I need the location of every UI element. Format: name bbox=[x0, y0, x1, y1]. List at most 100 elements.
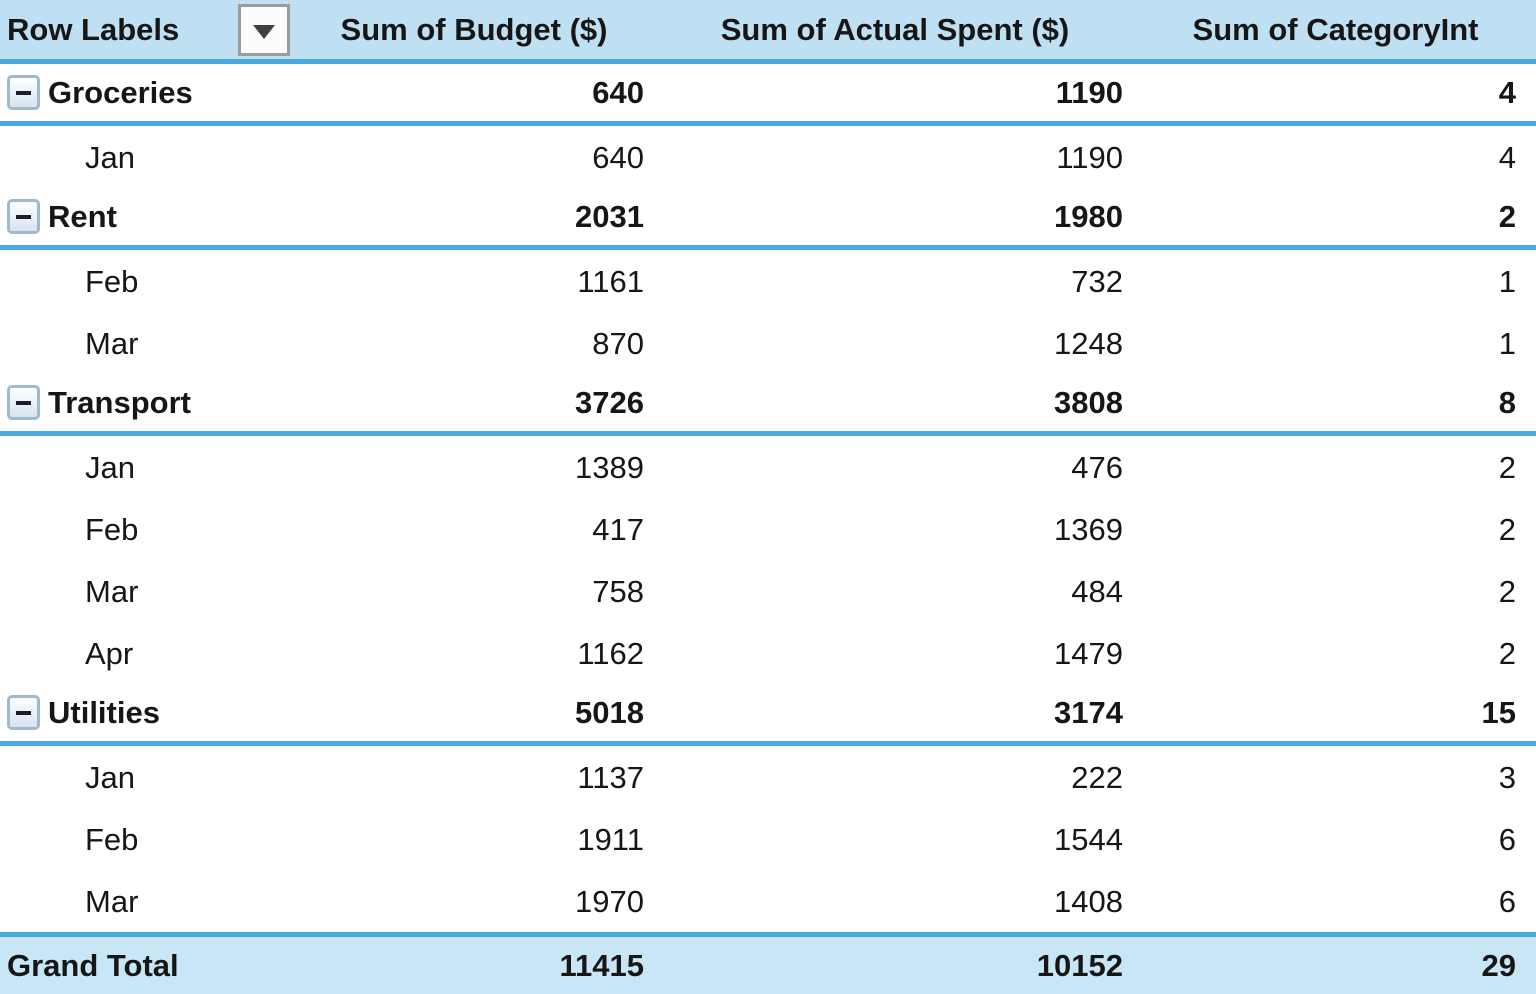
filter-dropdown-icon bbox=[253, 24, 275, 39]
minus-icon bbox=[16, 710, 31, 715]
budget-value-cell[interactable]: 870 bbox=[592, 325, 644, 361]
pivot-header-row: Row Labels Sum of Budget ($) Sum of Actu… bbox=[0, 0, 1536, 64]
categoryint-value-cell[interactable]: 6 bbox=[1498, 821, 1516, 857]
actual-spent-value-cell[interactable]: 3174 bbox=[1054, 695, 1123, 730]
budget-value-cell[interactable]: 640 bbox=[592, 139, 644, 175]
row-label: Groceries bbox=[48, 75, 193, 110]
categoryint-value-cell[interactable]: 2 bbox=[1498, 449, 1516, 485]
row-label: Jan bbox=[85, 449, 135, 485]
minus-icon bbox=[16, 214, 31, 219]
row-label: Grand Total bbox=[7, 948, 179, 983]
budget-header-cell[interactable]: Sum of Budget ($) bbox=[293, 0, 655, 59]
categoryint-header-cell[interactable]: Sum of CategoryInt bbox=[1135, 0, 1536, 59]
budget-value-cell[interactable]: 1389 bbox=[575, 449, 644, 485]
categoryint-value-cell[interactable]: 15 bbox=[1481, 695, 1516, 730]
row-label-cell[interactable]: Apr bbox=[0, 622, 293, 684]
budget-value-cell[interactable]: 1137 bbox=[577, 759, 644, 795]
categoryint-value-cell[interactable]: 2 bbox=[1498, 573, 1516, 609]
budget-value-cell[interactable]: 1161 bbox=[577, 263, 644, 299]
categoryint-value-cell[interactable]: 1 bbox=[1498, 325, 1516, 361]
budget-value-cell[interactable]: 417 bbox=[592, 511, 644, 547]
collapse-button[interactable] bbox=[7, 695, 40, 730]
categoryint-value-cell[interactable]: 2 bbox=[1498, 635, 1516, 671]
actual-spent-header-cell[interactable]: Sum of Actual Spent ($) bbox=[655, 0, 1135, 59]
categoryint-value-cell[interactable]: 6 bbox=[1498, 883, 1516, 919]
row-label-cell[interactable]: Mar bbox=[0, 560, 293, 622]
budget-value-cell[interactable]: 1162 bbox=[577, 635, 644, 671]
actual-spent-value-cell[interactable]: 222 bbox=[1071, 759, 1123, 795]
detail-row: Jan 640 1190 4 bbox=[0, 126, 1536, 188]
actual-spent-value-cell[interactable]: 484 bbox=[1071, 573, 1123, 609]
categoryint-header-label: Sum of CategoryInt bbox=[1192, 12, 1479, 47]
row-label-cell[interactable]: Utilities bbox=[0, 684, 293, 741]
group-row: Rent 2031 1980 2 bbox=[0, 188, 1536, 250]
actual-spent-value-cell[interactable]: 1190 bbox=[1056, 139, 1123, 175]
minus-icon bbox=[16, 400, 31, 405]
collapse-button[interactable] bbox=[7, 199, 40, 234]
categoryint-value-cell[interactable]: 1 bbox=[1498, 263, 1516, 299]
row-label: Transport bbox=[48, 385, 191, 420]
row-label: Feb bbox=[85, 263, 139, 299]
row-label: Feb bbox=[85, 511, 139, 547]
budget-value-cell[interactable]: 11415 bbox=[559, 948, 645, 983]
row-label: Utilities bbox=[48, 695, 160, 730]
group-row: Transport 3726 3808 8 bbox=[0, 374, 1536, 436]
budget-header-label: Sum of Budget ($) bbox=[340, 12, 608, 47]
categoryint-value-cell[interactable]: 2 bbox=[1498, 511, 1516, 547]
budget-value-cell[interactable]: 758 bbox=[592, 573, 644, 609]
detail-row: Feb 1911 1544 6 bbox=[0, 808, 1536, 870]
categoryint-value-cell[interactable]: 3 bbox=[1498, 759, 1516, 795]
row-label: Apr bbox=[85, 635, 134, 671]
categoryint-value-cell[interactable]: 2 bbox=[1498, 199, 1516, 234]
actual-spent-header-label: Sum of Actual Spent ($) bbox=[720, 12, 1070, 47]
collapse-button[interactable] bbox=[7, 75, 40, 110]
row-labels-header-cell[interactable]: Row Labels bbox=[0, 0, 293, 59]
categoryint-value-cell[interactable]: 4 bbox=[1498, 75, 1516, 110]
detail-row: Mar 758 484 2 bbox=[0, 560, 1536, 622]
actual-spent-value-cell[interactable]: 1369 bbox=[1054, 511, 1123, 547]
collapse-button[interactable] bbox=[7, 385, 40, 420]
row-labels-filter-button[interactable] bbox=[238, 3, 290, 56]
row-label-cell[interactable]: Jan bbox=[0, 746, 293, 808]
budget-value-cell[interactable]: 640 bbox=[592, 75, 644, 110]
row-label-cell[interactable]: Feb bbox=[0, 498, 293, 560]
actual-spent-value-cell[interactable]: 1190 bbox=[1055, 75, 1123, 110]
detail-row: Feb 1161 732 1 bbox=[0, 250, 1536, 312]
categoryint-value-cell[interactable]: 8 bbox=[1498, 385, 1516, 420]
row-label-cell[interactable]: Grand Total bbox=[0, 937, 293, 994]
budget-value-cell[interactable]: 1911 bbox=[577, 821, 644, 857]
budget-value-cell[interactable]: 5018 bbox=[575, 695, 644, 730]
budget-value-cell[interactable]: 1970 bbox=[575, 883, 644, 919]
budget-value-cell[interactable]: 2031 bbox=[575, 199, 644, 234]
actual-spent-value-cell[interactable]: 10152 bbox=[1036, 948, 1123, 983]
detail-row: Mar 1970 1408 6 bbox=[0, 870, 1536, 932]
row-labels-header-label: Row Labels bbox=[7, 12, 180, 47]
row-label: Feb bbox=[85, 821, 139, 857]
actual-spent-value-cell[interactable]: 1408 bbox=[1054, 883, 1123, 919]
actual-spent-value-cell[interactable]: 1544 bbox=[1054, 821, 1123, 857]
row-label-cell[interactable]: Transport bbox=[0, 374, 293, 431]
minus-icon bbox=[16, 90, 31, 95]
detail-row: Mar 870 1248 1 bbox=[0, 312, 1536, 374]
group-row: Utilities 5018 3174 15 bbox=[0, 684, 1536, 746]
row-label-cell[interactable]: Feb bbox=[0, 808, 293, 870]
categoryint-value-cell[interactable]: 4 bbox=[1498, 139, 1516, 175]
row-label: Jan bbox=[85, 759, 135, 795]
categoryint-value-cell[interactable]: 29 bbox=[1481, 948, 1516, 983]
actual-spent-value-cell[interactable]: 3808 bbox=[1054, 385, 1123, 420]
actual-spent-value-cell[interactable]: 476 bbox=[1071, 449, 1123, 485]
row-label-cell[interactable]: Mar bbox=[0, 312, 293, 374]
row-label-cell[interactable]: Jan bbox=[0, 436, 293, 498]
actual-spent-value-cell[interactable]: 1248 bbox=[1054, 325, 1123, 361]
row-label-cell[interactable]: Feb bbox=[0, 250, 293, 312]
row-label-cell[interactable]: Rent bbox=[0, 188, 293, 245]
actual-spent-value-cell[interactable]: 732 bbox=[1071, 263, 1123, 299]
row-label-cell[interactable]: Mar bbox=[0, 870, 293, 932]
budget-value-cell[interactable]: 3726 bbox=[575, 385, 644, 420]
actual-spent-value-cell[interactable]: 1479 bbox=[1054, 635, 1123, 671]
row-label-cell[interactable]: Jan bbox=[0, 126, 293, 188]
group-row: Groceries 640 1190 4 bbox=[0, 64, 1536, 126]
detail-row: Jan 1389 476 2 bbox=[0, 436, 1536, 498]
row-label-cell[interactable]: Groceries bbox=[0, 64, 293, 121]
actual-spent-value-cell[interactable]: 1980 bbox=[1054, 199, 1123, 234]
